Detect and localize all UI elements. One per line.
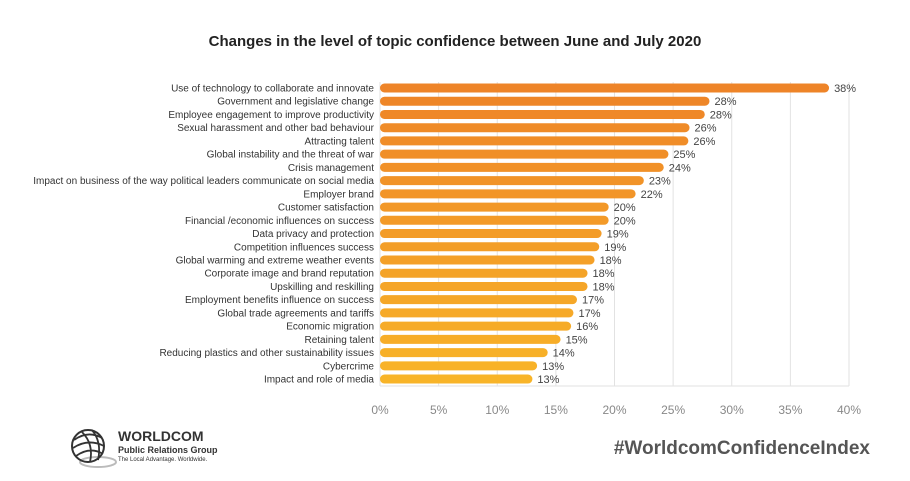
category-label: Financial /economic influences on succes… — [185, 216, 374, 227]
bar — [380, 109, 705, 119]
data-label: 16% — [576, 321, 598, 333]
category-label: Sexual harassment and other bad behaviou… — [177, 123, 374, 134]
bar — [380, 334, 561, 344]
category-label: Employment benefits influence on success — [185, 295, 374, 306]
data-label: 24% — [669, 162, 691, 174]
data-label: 14% — [553, 348, 575, 360]
category-label: Data privacy and protection — [252, 229, 374, 240]
bar — [380, 268, 588, 278]
x-tick-label: 0% — [371, 403, 389, 417]
category-label: Retaining talent — [305, 335, 375, 346]
data-label: 38% — [834, 83, 856, 95]
category-label: Employee engagement to improve productiv… — [168, 110, 374, 121]
worldcom-logo: WORLDCOM Public Relations Group The Loca… — [68, 426, 238, 470]
chart-title: Changes in the level of topic confidence… — [208, 33, 702, 50]
logo-name: WORLDCOM — [118, 428, 204, 444]
category-label: Crisis management — [288, 163, 374, 174]
bar — [380, 83, 830, 93]
category-label: Global instability and the threat of war — [207, 150, 375, 161]
category-label: Impact and role of media — [264, 375, 374, 386]
bar — [380, 215, 609, 225]
data-label: 17% — [582, 295, 604, 307]
bar — [380, 295, 577, 305]
category-label: Upskilling and reskilling — [270, 282, 374, 293]
data-label: 19% — [607, 229, 629, 241]
bar — [380, 176, 644, 186]
x-tick-label: 10% — [485, 403, 509, 417]
data-label: 13% — [542, 361, 564, 373]
data-label: 17% — [578, 308, 600, 320]
logo-tagline: The Local Advantage. Worldwide. — [118, 457, 208, 463]
data-label: 20% — [614, 202, 636, 214]
data-label: 25% — [673, 149, 695, 161]
data-label: 28% — [714, 96, 736, 108]
bar — [380, 96, 710, 106]
data-label: 13% — [537, 374, 559, 386]
data-label: 28% — [710, 109, 732, 121]
data-label: 20% — [614, 215, 636, 227]
x-tick-label: 20% — [602, 403, 626, 417]
bar — [380, 255, 595, 265]
globe-icon — [71, 429, 117, 468]
bar — [380, 321, 572, 331]
bar — [380, 136, 689, 146]
x-tick-label: 40% — [837, 403, 861, 417]
x-tick-label: 5% — [430, 403, 448, 417]
category-label: Customer satisfaction — [278, 203, 374, 214]
bar — [380, 162, 664, 172]
category-label: Impact on business of the way political … — [33, 176, 374, 187]
hashtag: #WorldcomConfidenceIndex — [613, 438, 870, 459]
bar — [380, 123, 690, 133]
category-label: Global trade agreements and tariffs — [217, 308, 374, 319]
data-label: 18% — [600, 255, 622, 267]
category-label: Economic migration — [286, 322, 374, 333]
bar — [380, 374, 533, 384]
data-label: 22% — [641, 189, 663, 201]
x-tick-label: 15% — [544, 403, 568, 417]
category-label: Attracting talent — [305, 136, 375, 147]
bar — [380, 202, 609, 212]
bar — [380, 348, 548, 358]
bar — [380, 242, 600, 252]
data-label: 18% — [593, 281, 615, 293]
x-tick-label: 30% — [720, 403, 744, 417]
category-label: Use of technology to collaborate and inn… — [171, 84, 374, 95]
category-label: Cybercrime — [323, 361, 375, 372]
bar — [380, 149, 669, 159]
logo-sub: Public Relations Group — [118, 445, 218, 455]
bar — [380, 189, 636, 199]
data-label: 18% — [593, 268, 615, 280]
category-label: Competition influences success — [234, 242, 374, 253]
category-label: Reducing plastics and other sustainabili… — [159, 348, 374, 359]
category-label: Employer brand — [303, 189, 374, 200]
category-label: Government and legislative change — [217, 97, 374, 108]
data-label: 23% — [649, 176, 671, 188]
bar — [380, 229, 602, 239]
bar — [380, 308, 574, 318]
x-tick-label: 35% — [778, 403, 802, 417]
data-label: 15% — [566, 334, 588, 346]
bar — [380, 281, 588, 291]
data-label: 26% — [693, 136, 715, 148]
bar — [380, 361, 538, 371]
data-label: 19% — [604, 242, 626, 254]
data-label: 26% — [695, 123, 717, 135]
category-label: Global warming and extreme weather event… — [176, 255, 374, 266]
x-tick-label: 25% — [661, 403, 685, 417]
category-label: Corporate image and brand reputation — [204, 269, 374, 280]
